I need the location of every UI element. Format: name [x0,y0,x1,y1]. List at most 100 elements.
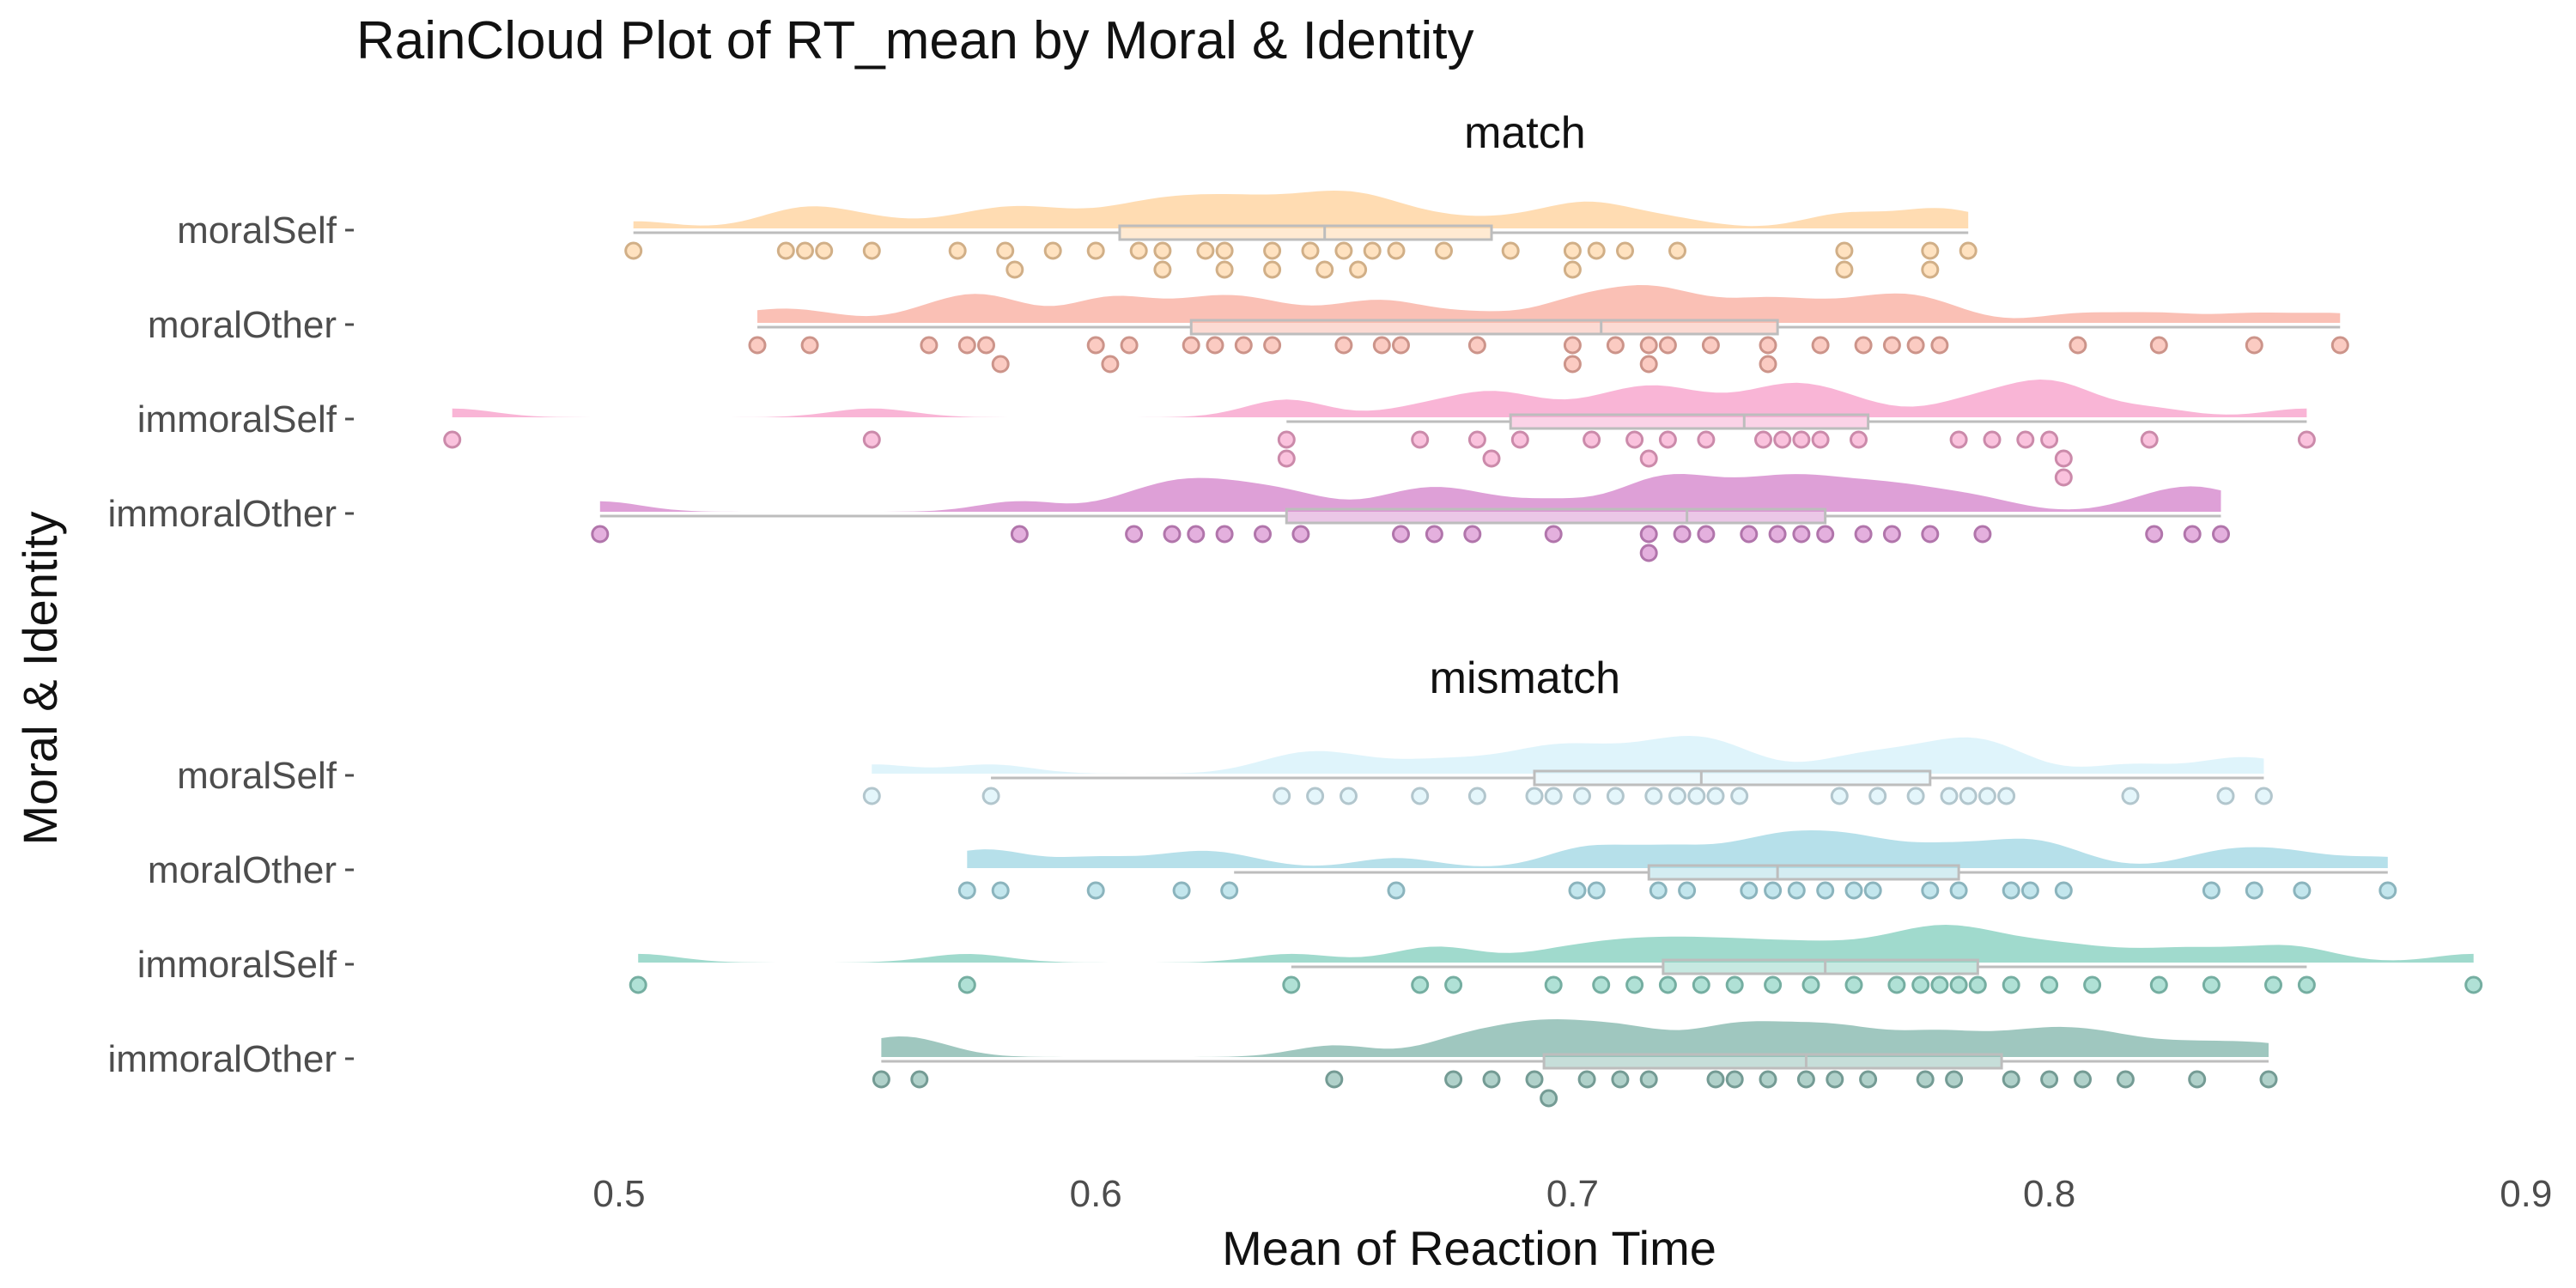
data-point [1172,881,1191,900]
data-point [1467,430,1486,449]
density-cloud [633,191,1969,228]
data-point [1315,260,1334,279]
data-point [2040,1070,2059,1089]
data-point [1196,241,1215,260]
data-point [2002,881,2020,900]
density-cloud [872,736,2264,774]
data-point [1606,787,1625,805]
data-point [1773,430,1792,449]
data-point [1959,787,1978,805]
data-point [996,241,1015,260]
data-point [1854,525,1873,544]
data-point [1835,241,1854,260]
data-point [1706,1070,1725,1089]
data-point [2140,430,2159,449]
data-point [1863,881,1882,900]
facet-title: match [1464,108,1586,158]
density-cloud [967,830,2388,868]
data-point [443,430,462,449]
data-point [1120,336,1139,355]
data-point [920,336,939,355]
data-point [1577,1070,1596,1089]
data-point [1740,881,1759,900]
data-point [1759,336,1777,355]
data-point [1940,787,1959,805]
data-point [948,241,967,260]
data-point [1811,430,1830,449]
category-moralOther: moralOther [148,830,2397,900]
box-iqr [1509,413,1870,430]
data-point [1844,881,1863,900]
data-point [2330,336,2349,355]
data-point [1501,241,1520,260]
density-cloud [638,925,2474,963]
chart-title: RainCloud Plot of RT_mean by Moral & Ide… [356,11,1474,70]
data-point [1949,881,1968,900]
data-point [1801,975,1820,994]
data-point [1273,787,1291,805]
data-point [862,241,881,260]
data-point [1153,241,1172,260]
data-point [1263,260,1282,279]
data-point [1639,449,1658,468]
data-point [1658,975,1677,994]
data-point [1697,525,1716,544]
y-tick-label: moralOther [148,849,337,891]
data-point [1129,241,1148,260]
x-axis-label: Mean of Reaction Time [1222,1221,1716,1275]
data-point [1930,975,1949,994]
data-point [1215,525,1234,544]
data-point [2040,975,2059,994]
data-point [1163,525,1182,544]
data-point [1153,260,1172,279]
data-point [1997,787,2016,805]
data-point [1811,336,1830,355]
box-iqr [1647,864,1960,881]
data-point [1325,1070,1344,1089]
data-point [1921,881,1940,900]
data-point [2074,1070,2092,1089]
data-point [1182,336,1200,355]
data-point [1583,430,1601,449]
data-point [1467,336,1486,355]
data-point [2054,881,2073,900]
data-point [1363,241,1382,260]
data-point [1510,430,1529,449]
data-point [1816,525,1835,544]
density-cloud [757,285,2341,323]
x-axis: 0.5 0.6 0.7 0.8 0.9 [592,1173,2552,1215]
data-point [1725,975,1744,994]
data-point [1639,1070,1658,1089]
data-point [2069,336,2087,355]
data-point [2145,525,2164,544]
data-point [1263,336,1282,355]
data-point [624,241,643,260]
data-point [2254,787,2273,805]
data-point [981,787,1000,805]
data-point [1086,881,1105,900]
y-tick-label: moralOther [148,304,337,346]
data-point [1254,525,1272,544]
data-point [2245,881,2263,900]
data-point [1625,430,1644,449]
data-point [1587,241,1606,260]
box-iqr [1662,958,1979,975]
data-point [1525,787,1544,805]
data-point [957,336,976,355]
data-point [2016,430,2035,449]
category-immoralSelf: immoralSelf [137,925,2483,994]
data-point [796,241,814,260]
x-tick-label: 0.5 [592,1173,645,1215]
data-point [2149,336,2168,355]
data-point [2259,1070,2278,1089]
data-point [1467,787,1486,805]
data-point [1916,1070,1935,1089]
data-point [629,975,647,994]
data-point [2054,449,2073,468]
data-point [2293,881,2312,900]
data-point [1835,260,1854,279]
data-point [1826,1070,1844,1089]
data-point [2379,881,2397,900]
data-point [748,336,767,355]
